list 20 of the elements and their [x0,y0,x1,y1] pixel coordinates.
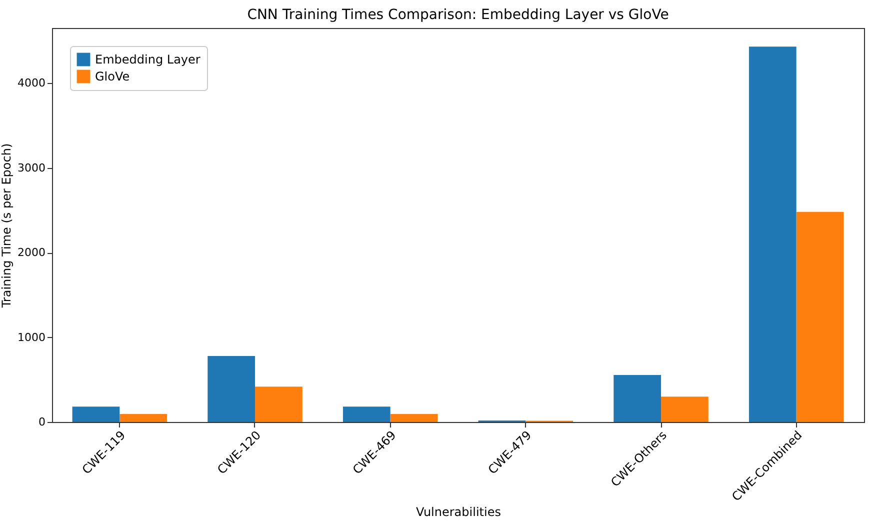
bar [748,46,796,422]
bar [796,212,844,422]
bar [390,414,438,422]
bar [120,414,168,422]
bar [342,406,390,422]
y-tick-label: 1000 [18,330,46,344]
y-tick-label: 2000 [18,246,46,260]
bar [208,356,255,422]
y-axis-title: Training Time (s per Epoch) [0,143,14,309]
chart-title: CNN Training Times Comparison: Embedding Layer vs GloVe [247,7,669,23]
y-tick-label: 3000 [18,161,46,174]
legend-label: GloVe [95,70,130,84]
bar [661,396,708,422]
bar [255,386,302,422]
bar [72,406,120,422]
y-tick-label: 0 [38,416,46,428]
y-tick-label: 4000 [18,76,46,90]
bar [614,374,661,422]
x-axis-title: Vulnerabilities [416,505,501,520]
legend-label: Embedding Layer [95,52,200,66]
